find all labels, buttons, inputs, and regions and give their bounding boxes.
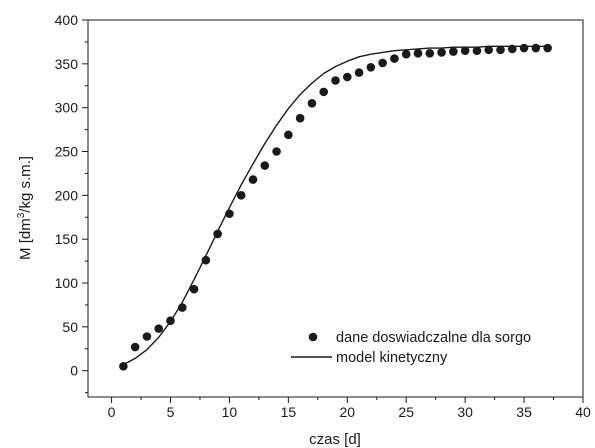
data-point (449, 47, 458, 56)
y-tick-label: 250 (55, 144, 79, 160)
data-point (119, 362, 128, 371)
legend: dane doswiadczalne dla sorgo model kinet… (291, 330, 531, 366)
x-tick-label: 0 (108, 404, 116, 420)
y-axis-title-main: M [dm (17, 218, 34, 260)
legend-marker-scatter (308, 332, 318, 342)
data-point (319, 87, 329, 97)
series-group (119, 43, 552, 371)
x-tick-label: 40 (575, 404, 591, 420)
data-point (307, 98, 317, 108)
data-point (496, 45, 505, 55)
x-tick-label: 10 (222, 404, 238, 420)
data-point (177, 303, 187, 312)
y-tick-label: 100 (55, 275, 79, 291)
y-tick-label: 350 (55, 56, 79, 72)
data-point (272, 147, 281, 156)
y-tick-label: 150 (55, 231, 79, 247)
data-point (425, 49, 435, 58)
data-point (213, 229, 222, 239)
data-point (413, 49, 423, 58)
data-point (201, 255, 211, 265)
y-tick-label: 0 (70, 363, 78, 379)
y-tick-label: 200 (55, 187, 79, 203)
data-point (390, 54, 399, 63)
data-point (166, 316, 175, 326)
data-point (189, 284, 199, 294)
data-point (519, 43, 529, 53)
y-tick-label: 50 (62, 319, 78, 335)
data-point (342, 72, 352, 82)
data-point (236, 191, 246, 200)
data-point (295, 113, 305, 123)
data-point (354, 68, 364, 77)
legend-label-line: model kinetyczny (336, 350, 448, 366)
axis-ticks (82, 19, 584, 403)
data-point (378, 58, 387, 68)
x-axis-title: czas [d] (309, 431, 361, 448)
data-point (130, 342, 140, 352)
data-point (154, 324, 164, 333)
data-point (366, 63, 376, 72)
legend-label-scatter: dane doswiadczalne dla sorgo (336, 330, 531, 346)
y-axis-title-unit: /kg s.m.] (17, 156, 34, 213)
data-point (260, 161, 270, 170)
model-line (123, 45, 548, 366)
plot-frame (87, 19, 584, 398)
y-tick-label: 400 (55, 12, 79, 28)
data-point (484, 45, 494, 55)
x-tick-label: 30 (457, 404, 473, 420)
data-point (225, 209, 234, 219)
data-point (472, 46, 482, 55)
data-point (284, 130, 293, 140)
data-point (531, 43, 541, 53)
x-tick-label: 35 (516, 404, 532, 420)
y-axis-title-superscript: 3 (16, 212, 27, 218)
data-point (331, 76, 340, 85)
data-point (401, 49, 411, 59)
x-tick-label: 15 (281, 404, 297, 420)
x-tick-label: 25 (398, 404, 414, 420)
x-tick-label: 5 (167, 404, 175, 420)
data-point (248, 175, 258, 184)
data-point (507, 44, 517, 54)
data-point (437, 48, 446, 57)
x-tick-label: 20 (339, 404, 355, 420)
y-tick-label: 300 (55, 100, 79, 116)
data-point (543, 43, 552, 53)
data-point (460, 46, 470, 55)
data-point (142, 332, 152, 341)
y-axis-title: M [dm3/kg s.m.] (16, 156, 34, 260)
